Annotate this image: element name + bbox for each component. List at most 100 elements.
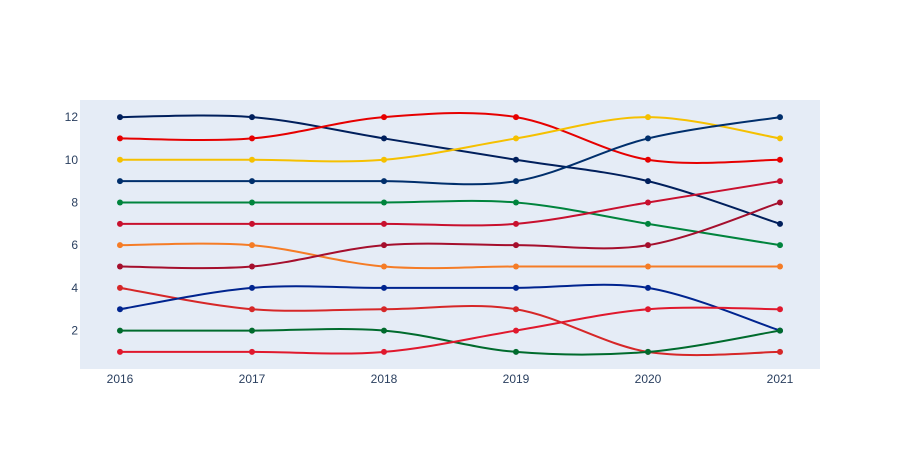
x-tick-label: 2020 xyxy=(635,372,662,386)
series-1 xyxy=(117,114,783,227)
data-point[interactable] xyxy=(777,220,783,227)
data-point[interactable] xyxy=(117,178,123,185)
series-line xyxy=(120,327,781,356)
x-axis: 2016 2017 2018 2019 2020 2021 xyxy=(107,372,794,386)
x-tick-label: 2019 xyxy=(503,372,530,386)
series-line xyxy=(119,286,781,357)
data-point[interactable] xyxy=(645,284,651,291)
data-point[interactable] xyxy=(513,178,519,185)
data-point[interactable] xyxy=(645,178,651,185)
y-tick-label: 4 xyxy=(71,281,78,295)
series-4 xyxy=(117,114,783,186)
data-point[interactable] xyxy=(777,348,783,355)
data-point[interactable] xyxy=(645,306,651,313)
data-point[interactable] xyxy=(117,348,123,355)
data-point[interactable] xyxy=(249,178,255,185)
data-point[interactable] xyxy=(513,306,519,313)
series-9 xyxy=(117,284,783,357)
y-tick-label: 10 xyxy=(65,153,79,167)
data-point[interactable] xyxy=(645,242,651,249)
data-point[interactable] xyxy=(249,199,255,206)
data-point[interactable] xyxy=(249,114,255,121)
data-point[interactable] xyxy=(117,220,123,227)
x-tick-label: 2016 xyxy=(107,372,134,386)
y-tick-label: 8 xyxy=(71,195,78,209)
data-point[interactable] xyxy=(381,199,387,206)
series-line xyxy=(119,199,781,247)
x-tick-label: 2017 xyxy=(239,372,266,386)
data-point[interactable] xyxy=(645,220,651,227)
data-point[interactable] xyxy=(249,327,255,334)
data-point[interactable] xyxy=(381,220,387,227)
data-point[interactable] xyxy=(381,284,387,291)
series-line xyxy=(119,242,780,270)
data-point[interactable] xyxy=(249,156,255,163)
data-point[interactable] xyxy=(381,135,387,142)
data-point[interactable] xyxy=(777,156,783,163)
data-point[interactable] xyxy=(513,263,519,270)
data-point[interactable] xyxy=(513,348,519,355)
series-line xyxy=(120,306,781,355)
data-point[interactable] xyxy=(381,242,387,249)
series-3 xyxy=(117,114,783,163)
series-line xyxy=(119,116,781,186)
data-point[interactable] xyxy=(381,263,387,270)
data-point[interactable] xyxy=(777,199,783,206)
data-point[interactable] xyxy=(117,199,123,206)
data-point[interactable] xyxy=(117,263,123,270)
data-point[interactable] xyxy=(777,135,783,142)
x-tick-label: 2018 xyxy=(371,372,398,386)
data-point[interactable] xyxy=(645,263,651,270)
data-point[interactable] xyxy=(117,284,123,291)
data-point[interactable] xyxy=(777,114,783,121)
data-point[interactable] xyxy=(249,135,255,142)
data-point[interactable] xyxy=(777,178,783,185)
data-point[interactable] xyxy=(513,114,519,121)
data-point[interactable] xyxy=(777,327,783,334)
data-point[interactable] xyxy=(513,327,519,334)
data-point[interactable] xyxy=(513,156,519,163)
data-point[interactable] xyxy=(249,263,255,270)
data-point[interactable] xyxy=(777,242,783,249)
data-point[interactable] xyxy=(381,327,387,334)
data-point[interactable] xyxy=(381,348,387,355)
series-line xyxy=(120,180,781,227)
data-point[interactable] xyxy=(381,156,387,163)
data-point[interactable] xyxy=(117,327,123,334)
data-point[interactable] xyxy=(777,263,783,270)
series-line xyxy=(119,201,781,270)
data-point[interactable] xyxy=(117,114,123,121)
data-point[interactable] xyxy=(513,199,519,206)
data-point[interactable] xyxy=(249,220,255,227)
data-point[interactable] xyxy=(513,135,519,142)
y-axis: 2 4 6 8 10 12 xyxy=(65,110,79,337)
data-point[interactable] xyxy=(645,156,651,163)
data-point[interactable] xyxy=(117,156,123,163)
data-point[interactable] xyxy=(513,284,519,291)
data-point[interactable] xyxy=(381,178,387,185)
data-point[interactable] xyxy=(249,284,255,291)
data-point[interactable] xyxy=(645,348,651,355)
data-point[interactable] xyxy=(513,220,519,227)
data-point[interactable] xyxy=(645,114,651,121)
data-point[interactable] xyxy=(117,135,123,142)
data-point[interactable] xyxy=(513,242,519,249)
data-point[interactable] xyxy=(249,306,255,313)
series-12 xyxy=(117,306,783,355)
series-8 xyxy=(117,199,783,270)
series-layer xyxy=(117,111,783,357)
y-tick-label: 2 xyxy=(71,324,78,338)
data-point[interactable] xyxy=(249,348,255,355)
data-point[interactable] xyxy=(645,135,651,142)
series-line xyxy=(119,114,781,225)
data-point[interactable] xyxy=(777,306,783,313)
data-point[interactable] xyxy=(381,114,387,121)
data-point[interactable] xyxy=(381,306,387,313)
data-point[interactable] xyxy=(645,199,651,206)
x-tick-label: 2021 xyxy=(767,372,794,386)
data-point[interactable] xyxy=(117,242,123,249)
y-tick-label: 6 xyxy=(71,238,78,252)
data-point[interactable] xyxy=(117,306,123,313)
data-point[interactable] xyxy=(249,242,255,249)
